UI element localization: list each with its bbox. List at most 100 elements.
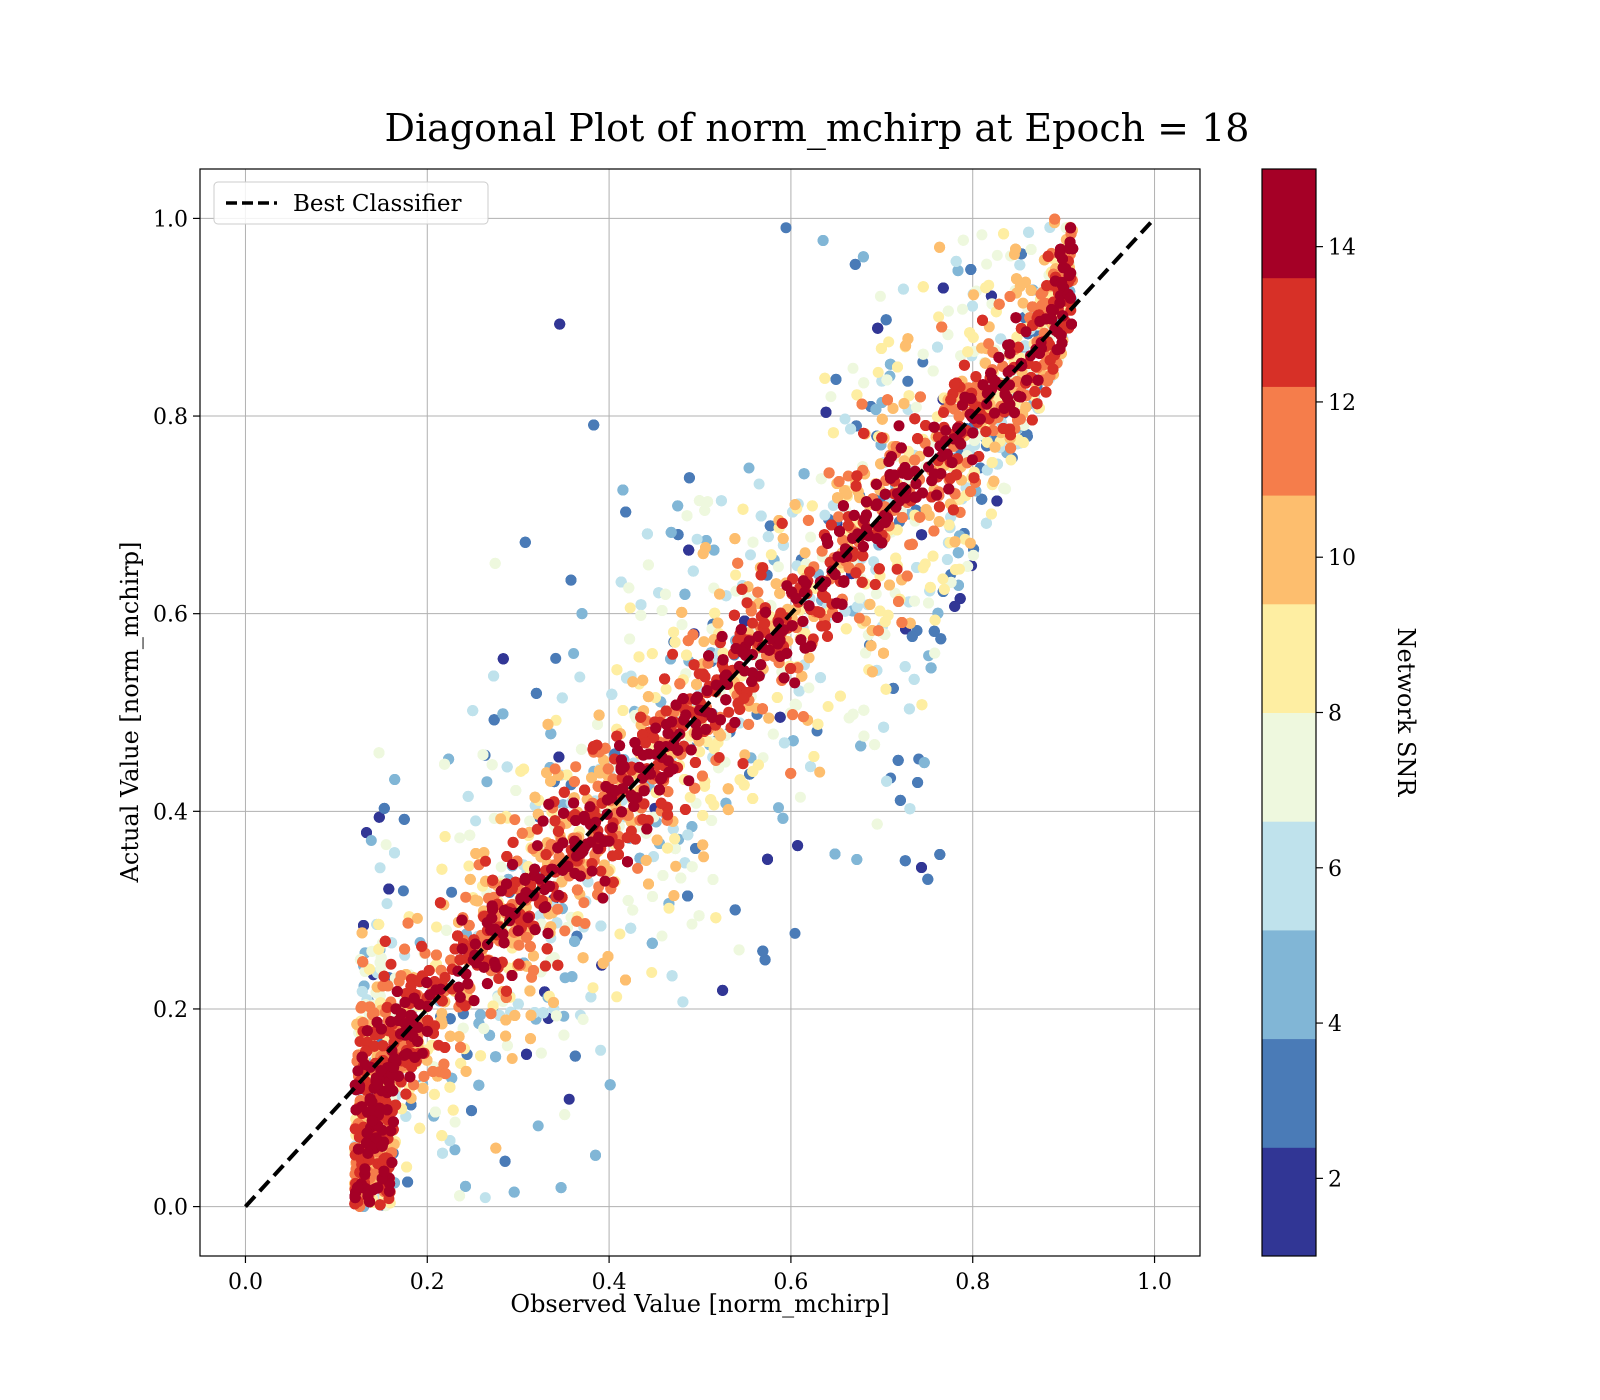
scatter-point bbox=[896, 512, 908, 523]
scatter-point bbox=[525, 1033, 536, 1045]
scatter-point bbox=[475, 1050, 487, 1062]
scatter-point bbox=[395, 970, 407, 982]
scatter-point bbox=[874, 605, 886, 617]
scatter-point bbox=[473, 1079, 485, 1091]
scatter-point bbox=[827, 427, 839, 439]
scatter-point bbox=[747, 765, 759, 777]
scatter-point bbox=[912, 777, 924, 788]
scatter-point bbox=[843, 712, 855, 724]
scatter-point bbox=[559, 925, 571, 937]
scatter-point bbox=[914, 391, 926, 403]
scatter-point bbox=[431, 921, 442, 933]
scatter-point bbox=[563, 1093, 575, 1105]
scatter-point bbox=[917, 356, 929, 368]
scatter-point bbox=[624, 602, 636, 614]
scatter-point bbox=[672, 500, 684, 512]
scatter-point bbox=[952, 265, 964, 277]
scatter-point bbox=[797, 711, 809, 723]
scatter-point bbox=[792, 840, 804, 852]
scatter-point bbox=[829, 848, 841, 860]
scatter-point bbox=[747, 793, 759, 804]
scatter-point bbox=[524, 815, 536, 827]
scatter-point bbox=[864, 598, 876, 610]
scatter-point bbox=[577, 1013, 589, 1025]
scatter-point bbox=[874, 290, 886, 302]
scatter-point bbox=[764, 520, 776, 532]
scatter-point bbox=[908, 673, 920, 685]
scatter-point bbox=[666, 970, 678, 982]
scatter-point bbox=[789, 499, 801, 511]
scatter-point bbox=[1049, 213, 1061, 225]
scatter-point bbox=[557, 799, 569, 811]
scatter-point bbox=[1014, 259, 1026, 271]
scatter-point bbox=[623, 582, 635, 594]
scatter-point bbox=[667, 823, 679, 835]
scatter-point bbox=[447, 1104, 459, 1116]
scatter-point bbox=[745, 549, 756, 561]
scatter-point bbox=[542, 718, 554, 730]
scatter-point bbox=[640, 854, 652, 866]
scatter-point bbox=[858, 704, 870, 716]
scatter-point bbox=[535, 1047, 547, 1059]
scatter-point bbox=[374, 862, 386, 874]
scatter-point bbox=[833, 476, 845, 487]
scatter-point bbox=[916, 699, 928, 711]
scatter-point bbox=[817, 235, 829, 246]
scatter-point bbox=[417, 1082, 429, 1094]
scatter-point bbox=[615, 576, 627, 588]
scatter-point bbox=[872, 366, 884, 378]
scatter-point bbox=[708, 544, 720, 556]
scatter-point bbox=[743, 718, 755, 730]
scatter-point bbox=[663, 902, 675, 914]
scatter-point bbox=[933, 311, 945, 323]
scatter-point bbox=[712, 617, 724, 629]
scatter-point bbox=[686, 821, 698, 833]
scatter-point bbox=[665, 526, 677, 538]
scatter-point bbox=[929, 647, 941, 659]
scatter-point bbox=[965, 264, 977, 275]
scatter-point bbox=[676, 619, 688, 631]
scatter-point bbox=[899, 661, 911, 673]
scatter-point bbox=[778, 737, 790, 749]
scatter-point bbox=[568, 648, 580, 659]
scatter-point bbox=[855, 740, 867, 752]
scatter-point bbox=[991, 495, 1003, 507]
scatter-point bbox=[519, 536, 531, 548]
scatter-point bbox=[512, 998, 524, 1010]
scatter-point bbox=[545, 728, 557, 740]
scatter-point bbox=[985, 508, 997, 520]
scatter-point bbox=[932, 341, 943, 353]
scatter-point bbox=[647, 891, 658, 902]
scatter-point bbox=[917, 281, 929, 293]
scatter-point bbox=[777, 533, 789, 544]
scatter-point bbox=[683, 544, 695, 556]
scatter-point bbox=[934, 241, 946, 253]
scatter-point bbox=[1025, 285, 1037, 296]
scatter-point bbox=[928, 625, 940, 637]
scatter-point bbox=[697, 548, 709, 560]
scatter-point bbox=[709, 607, 721, 619]
scatter-point bbox=[668, 626, 680, 638]
scatter-point bbox=[938, 583, 950, 595]
scatter-point bbox=[495, 813, 507, 825]
scatter-point bbox=[854, 592, 866, 604]
scatter-point bbox=[373, 811, 385, 823]
scatter-point bbox=[917, 562, 929, 574]
scatter-point bbox=[686, 861, 698, 873]
scatter-point bbox=[870, 588, 882, 600]
scatter-point bbox=[715, 495, 727, 507]
scatter-point bbox=[954, 563, 965, 575]
scatter-point bbox=[681, 649, 692, 661]
scatter-point bbox=[738, 779, 750, 791]
scatter-point bbox=[858, 377, 870, 389]
scatter-point bbox=[839, 413, 851, 425]
scatter-point bbox=[1017, 437, 1029, 448]
scatter-point bbox=[875, 343, 887, 354]
scatter-point bbox=[577, 952, 589, 964]
scatter-point bbox=[771, 692, 783, 703]
scatter-point bbox=[617, 484, 629, 496]
scatter-point bbox=[773, 802, 784, 814]
scatter-point bbox=[656, 605, 668, 616]
scatter-point bbox=[819, 372, 831, 384]
scatter-point bbox=[611, 991, 623, 1003]
